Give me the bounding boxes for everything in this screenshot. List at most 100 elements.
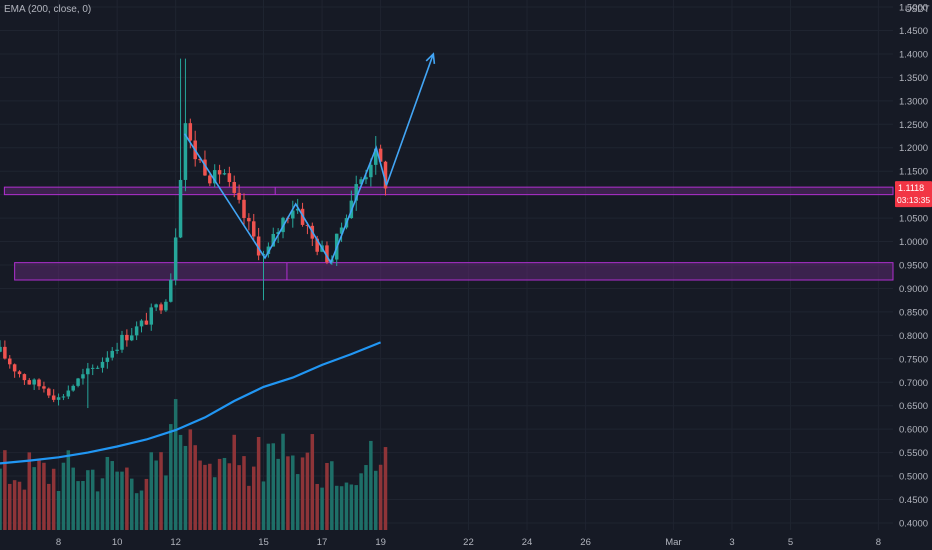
volume-bar — [100, 478, 105, 530]
x-tick-label: 22 — [463, 537, 474, 548]
candle-body — [198, 159, 202, 161]
x-tick-label: 8 — [876, 537, 881, 548]
volume-bar — [266, 443, 271, 530]
volume-bar — [51, 468, 56, 530]
ema-indicator-label[interactable]: EMA (200, close, 0) — [4, 4, 92, 15]
candle-body — [305, 224, 310, 226]
volume-bar — [310, 434, 315, 530]
volume-bar — [0, 468, 2, 530]
volume-bar — [17, 481, 22, 530]
candle-body — [129, 335, 134, 341]
volume-bars — [0, 399, 388, 530]
candle-body — [369, 164, 373, 178]
volume-bar — [56, 490, 61, 530]
volume-bar — [325, 462, 329, 530]
volume-bar — [27, 452, 32, 530]
candle-body — [251, 221, 256, 237]
volume-bar — [90, 469, 95, 530]
candle-body — [12, 364, 17, 372]
volume-bar — [120, 471, 124, 530]
volume-bar — [300, 457, 305, 530]
volume-bar — [125, 467, 129, 530]
volume-bar — [242, 456, 246, 530]
candle-body — [95, 367, 100, 369]
volume-bar — [110, 461, 114, 530]
y-axis: 1.5000 1.4500 1.4000 1.3500 1.3000 1.2500 1.20… — [899, 3, 930, 530]
y-tick-label: 0.9000 — [899, 284, 928, 295]
pattern-annotation — [183, 52, 436, 265]
x-tick-label: 17 — [317, 537, 328, 548]
volume-bar — [208, 463, 212, 530]
y-tick-label: 1.2500 — [899, 120, 928, 131]
x-tick-label: Mar — [665, 537, 681, 548]
volume-bar — [247, 485, 251, 530]
y-tick-label: 1.3000 — [899, 96, 928, 107]
y-tick-label: 1.5000 — [899, 3, 928, 14]
candle-body — [383, 161, 388, 189]
volume-bar — [47, 483, 51, 530]
candle-body — [169, 279, 173, 302]
y-tick-label: 0.7500 — [899, 354, 928, 365]
y-tick-label: 0.8500 — [899, 307, 928, 318]
x-tick-label: 19 — [375, 537, 386, 548]
candle-body — [125, 334, 129, 341]
candle-body — [217, 170, 222, 175]
volume-bar — [349, 484, 354, 530]
candle-body — [242, 199, 246, 218]
volume-bar — [178, 434, 183, 530]
candle-body — [81, 374, 85, 379]
volume-bar — [344, 482, 349, 530]
volume-bar — [261, 481, 266, 530]
volume-bar — [251, 466, 256, 530]
candle-body — [37, 379, 41, 387]
volume-bar — [212, 477, 217, 530]
candle-body — [232, 182, 236, 193]
volume-bar — [359, 473, 363, 530]
candle-body — [56, 397, 61, 400]
candle-body — [164, 301, 168, 311]
candle-body — [51, 395, 56, 400]
y-tick-label: 0.8000 — [899, 331, 928, 342]
candle-body — [42, 386, 46, 389]
volume-bar — [227, 463, 232, 530]
candle-body — [61, 396, 66, 398]
volume-bar — [169, 424, 173, 530]
y-tick-label: 0.5500 — [899, 448, 928, 459]
candle-body — [227, 173, 232, 183]
volume-bar — [149, 452, 154, 530]
y-tick-label: 0.4500 — [899, 495, 928, 506]
x-tick-label: 15 — [258, 537, 269, 548]
y-tick-label: 0.6000 — [899, 425, 928, 436]
candle-body — [212, 170, 217, 184]
candle-body — [291, 210, 295, 219]
price-tag-box — [895, 181, 932, 208]
volume-bar — [217, 458, 222, 530]
price-tag: 1.1118 03:13:35 — [895, 181, 932, 208]
candle-body — [154, 304, 158, 308]
ema-line — [0, 341, 382, 465]
candle-body — [3, 346, 7, 359]
candle-body — [120, 334, 124, 350]
volume-bar — [144, 478, 149, 530]
x-tick-label: 24 — [522, 537, 533, 548]
volume-bar — [105, 456, 110, 530]
projection-arrow-line — [385, 53, 435, 186]
candle-body — [247, 217, 251, 222]
x-tick-label: 12 — [170, 537, 181, 548]
candle-body — [47, 388, 51, 396]
candle-body — [173, 237, 178, 280]
volume-bar — [222, 457, 227, 530]
candle-body — [100, 361, 105, 368]
candle-body — [222, 173, 227, 175]
y-tick-label: 0.9500 — [899, 261, 928, 272]
volume-bar — [354, 485, 358, 530]
volume-bar — [232, 434, 236, 530]
volume-bar — [81, 481, 85, 530]
zones — [3, 186, 894, 281]
candle-body — [90, 367, 95, 369]
candle-body — [149, 307, 154, 325]
candle-body — [378, 148, 383, 162]
volume-bar — [86, 470, 90, 530]
